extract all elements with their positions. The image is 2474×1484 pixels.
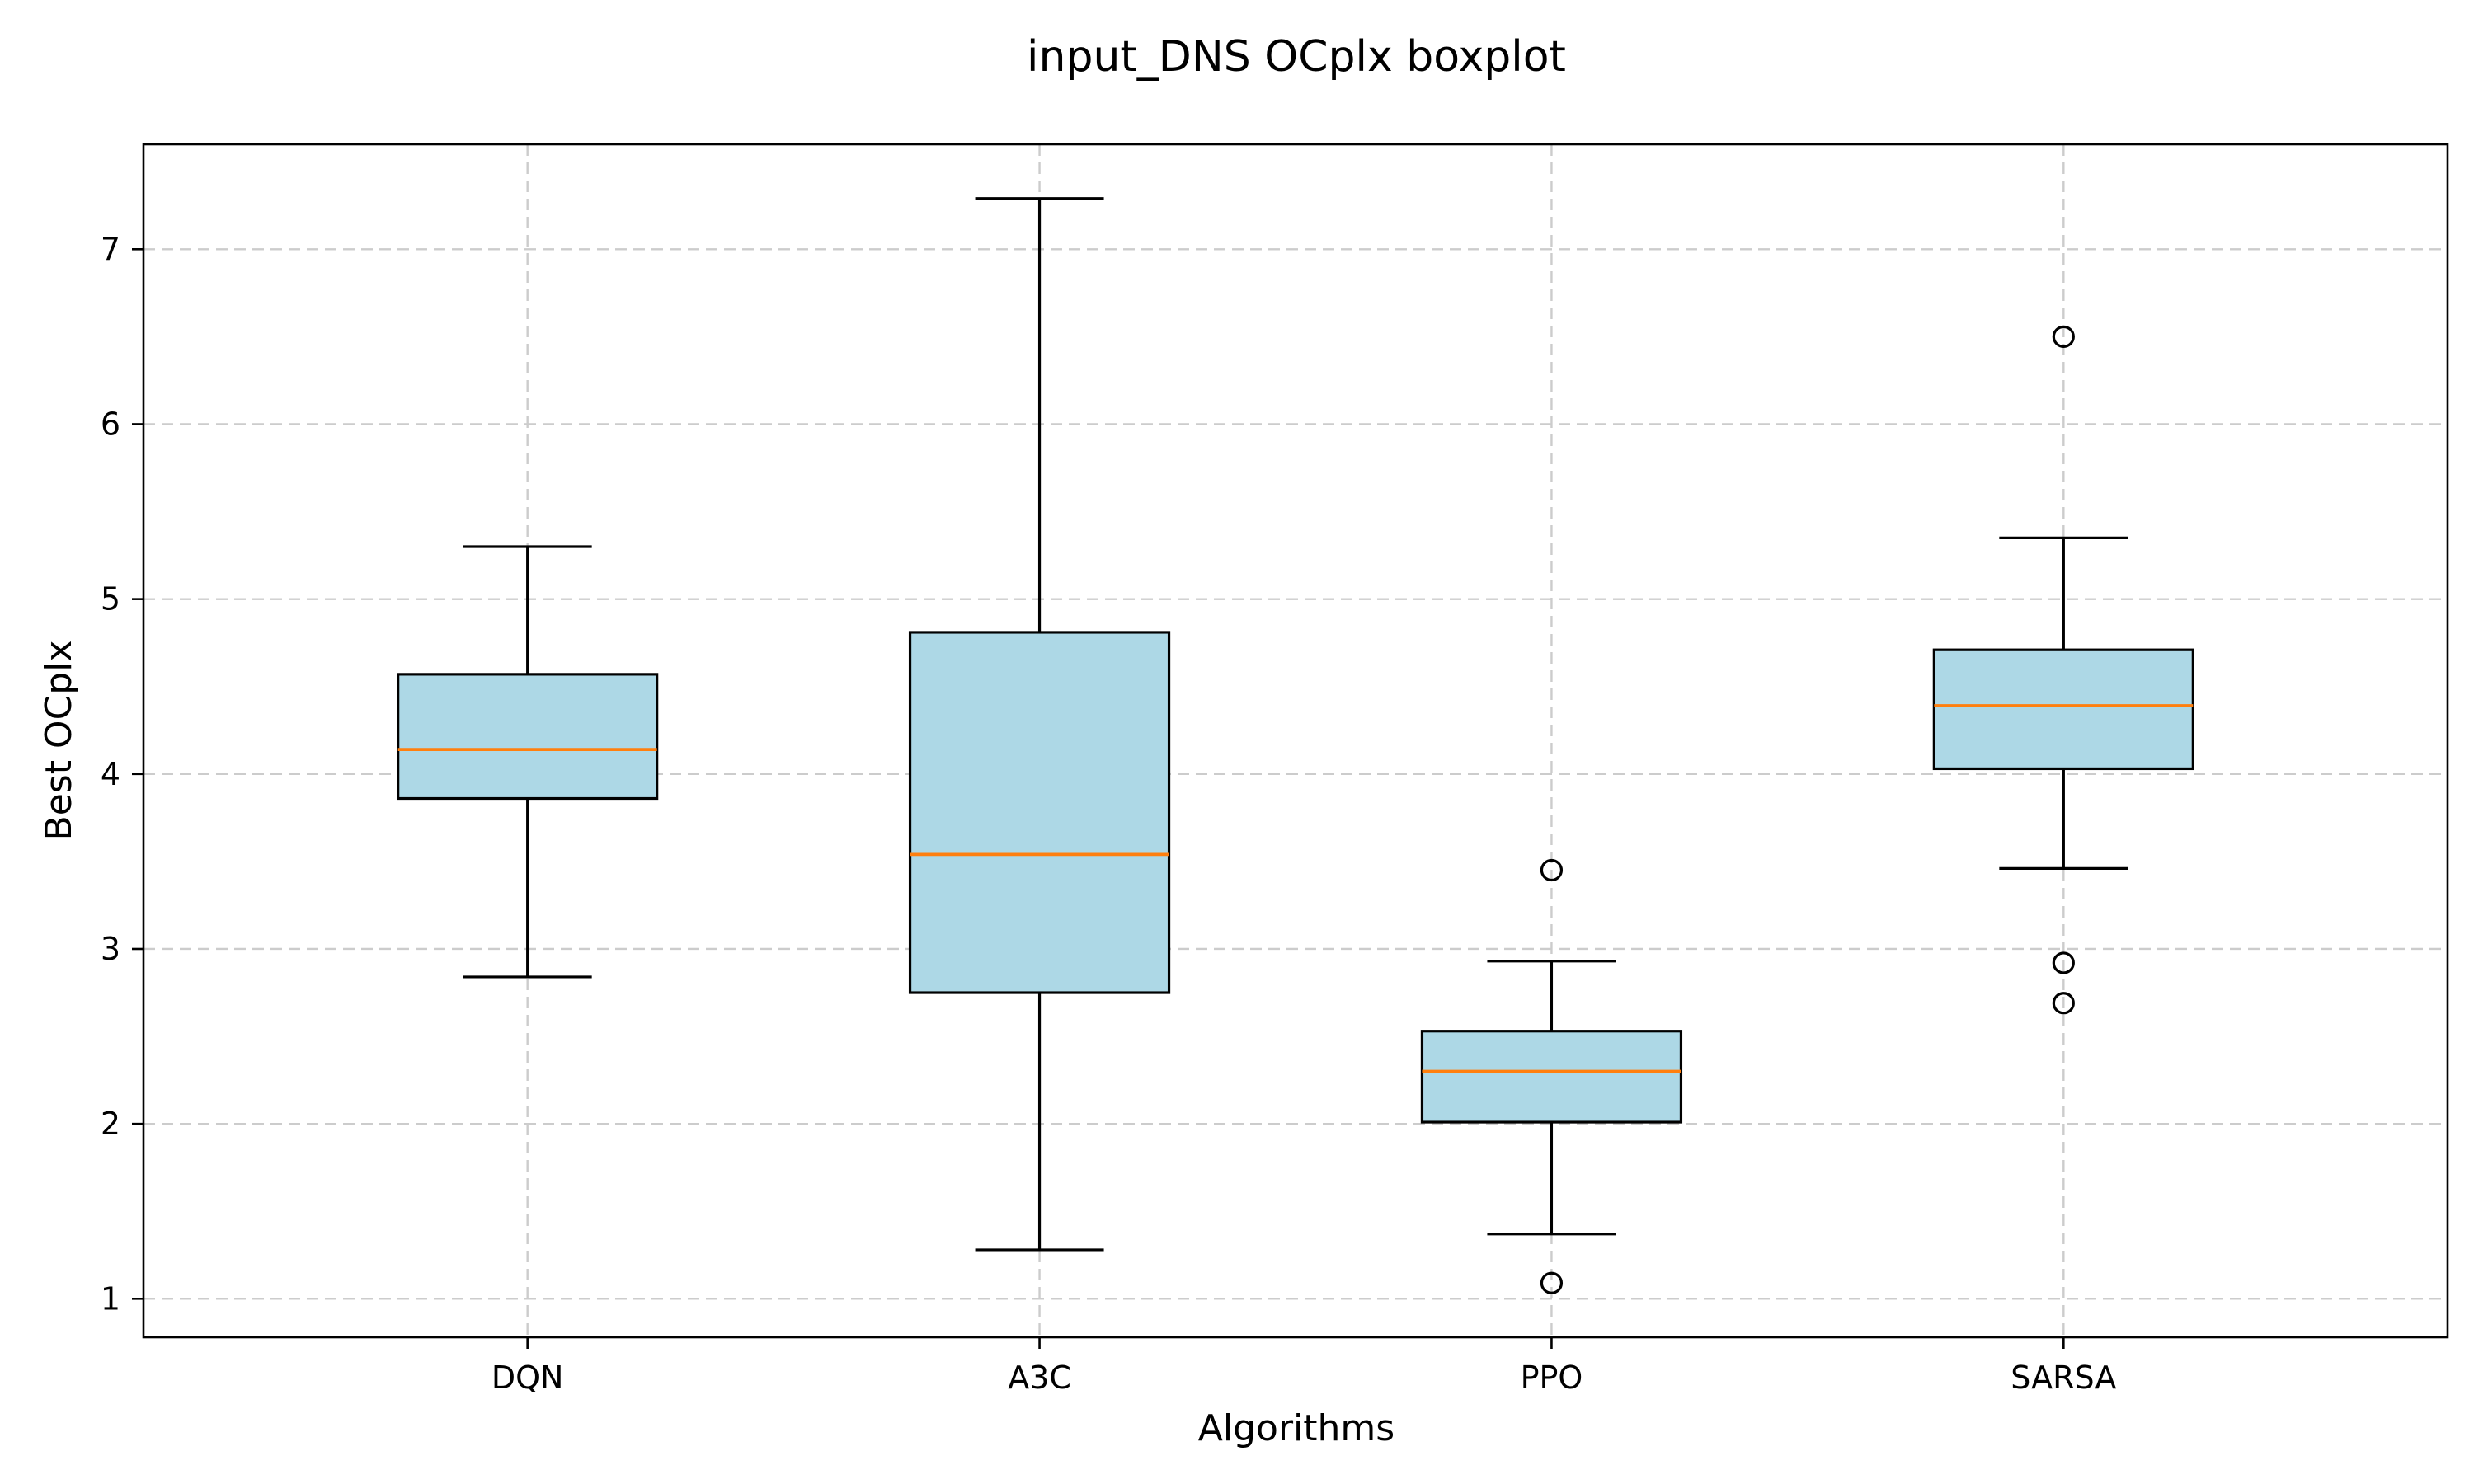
y-tick-label: 6: [101, 406, 120, 442]
chart-title: input_DNS OCplx boxplot: [1027, 32, 1566, 82]
iqr-box: [1932, 648, 2194, 771]
box-group-a3c: [908, 197, 1171, 1252]
iqr-box: [397, 673, 659, 801]
outlier-point: [1540, 858, 1564, 882]
y-tick-label: 2: [101, 1106, 120, 1142]
outlier-point: [2052, 325, 2075, 348]
x-tick-label: SARSA: [2011, 1360, 2116, 1396]
outlier-point: [1540, 1271, 1564, 1294]
plot-layer: [397, 197, 2194, 1294]
y-tick-label: 4: [101, 756, 120, 792]
box-group-dqn: [397, 545, 659, 979]
iqr-box: [1420, 1030, 1683, 1124]
x-tick-label: DQN: [492, 1360, 564, 1396]
plot-frame: [142, 143, 2449, 1339]
x-tick-label: A3C: [1008, 1360, 1071, 1396]
outlier-point: [2052, 951, 2075, 974]
x-axis-label: Algorithms: [1198, 1407, 1395, 1449]
box-group-ppo: [1420, 858, 1683, 1294]
y-tick-label: 1: [101, 1280, 120, 1317]
outlier-point: [2052, 992, 2075, 1015]
y-tick-label: 3: [101, 931, 120, 967]
y-axis-label: Best OCplx: [38, 641, 80, 841]
box-group-sarsa: [1932, 325, 2194, 1015]
axis-layer: 1 2 3 4 5 6 7 DQN A3C PPO SARSA: [101, 231, 2117, 1396]
x-tick-label: PPO: [1521, 1360, 1583, 1396]
y-tick-label: 7: [101, 231, 120, 267]
iqr-box: [908, 631, 1171, 994]
y-tick-label: 5: [101, 581, 120, 618]
